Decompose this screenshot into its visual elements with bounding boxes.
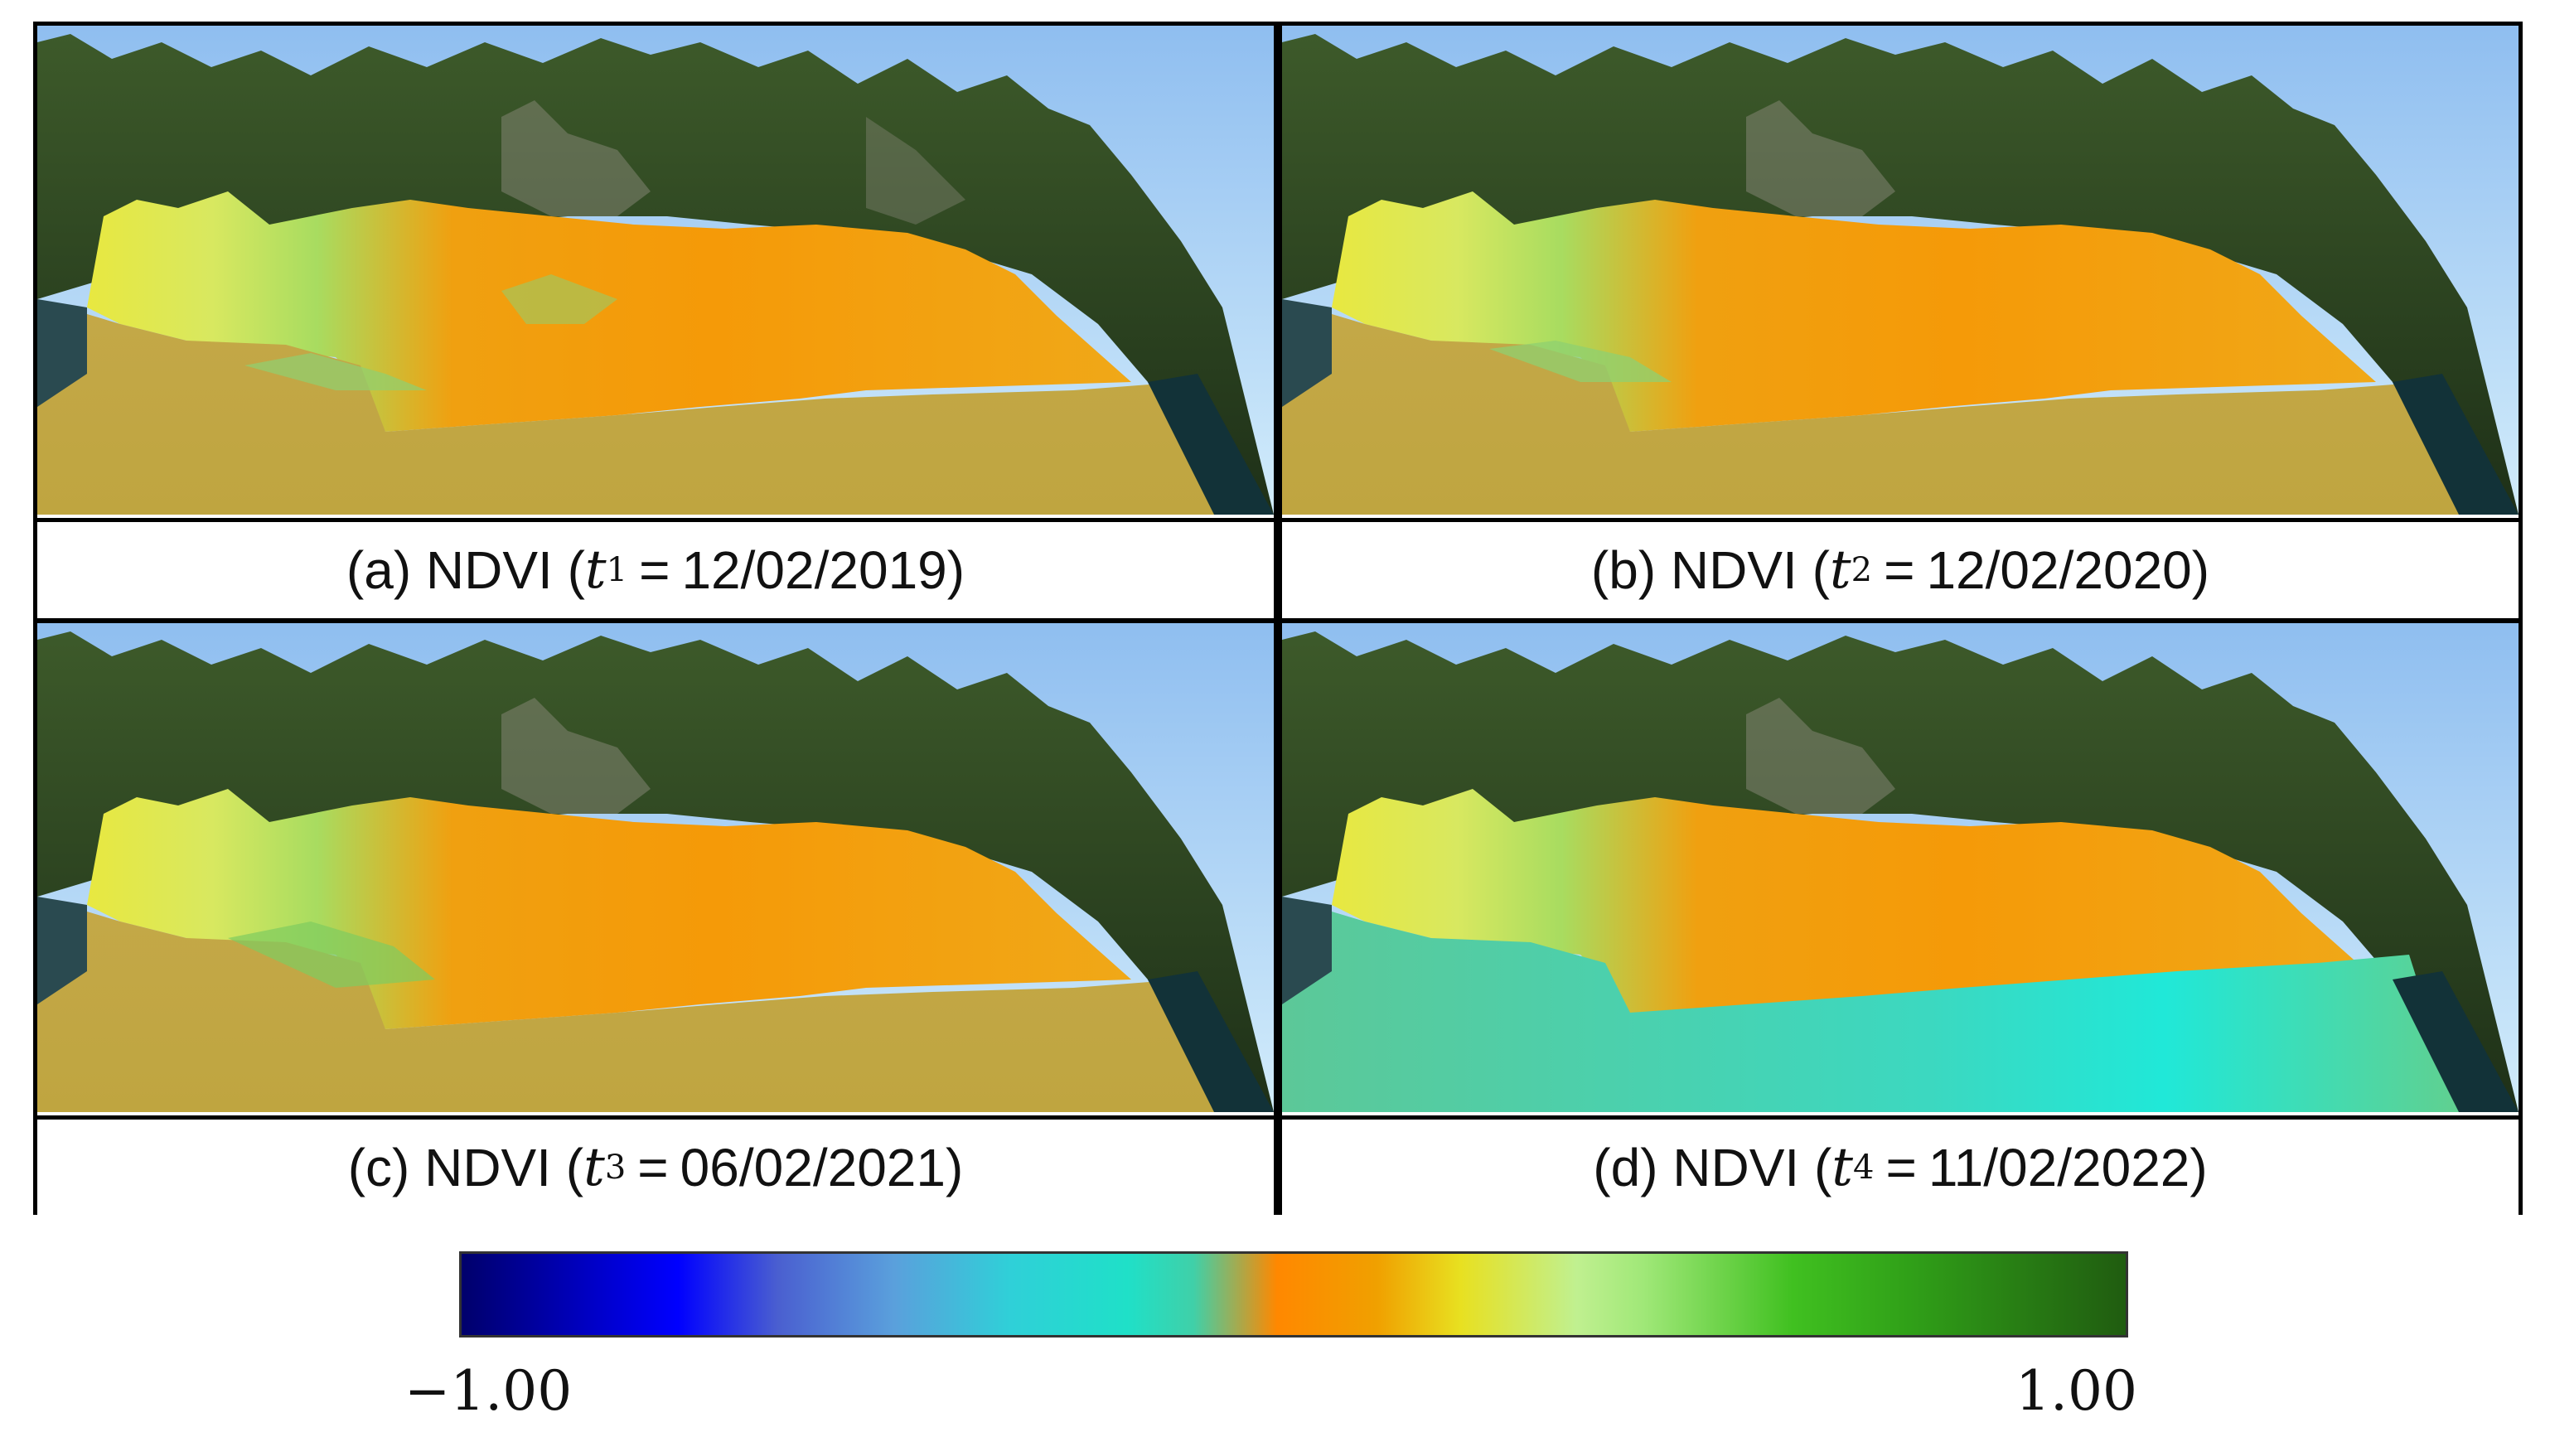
time-subscript: 1: [606, 551, 628, 589]
colorbar-min-label: −1.00: [404, 1359, 573, 1423]
ndvi-terrain-image-b: [1282, 26, 2519, 515]
caption-date: 06/02/2021: [680, 1138, 946, 1197]
time-subscript: 3: [604, 1149, 627, 1187]
caption-prefix: (a) NDVI (: [346, 540, 585, 600]
equals-sign: =: [1884, 540, 1915, 600]
caption-suffix: ): [2190, 1138, 2208, 1197]
equals-sign: =: [1885, 1138, 1917, 1197]
colorbar-max-label: 1.00: [2015, 1359, 2137, 1423]
time-variable: t: [1829, 539, 1851, 601]
caption-suffix: ): [2191, 540, 2210, 600]
time-subscript: 4: [1853, 1149, 1875, 1187]
ndvi-terrain-image-c: [37, 623, 1274, 1112]
ndvi-terrain-image-d: [1282, 623, 2519, 1112]
caption-date: 12/02/2020: [1926, 540, 2192, 600]
caption-suffix: ): [945, 1138, 964, 1197]
time-variable: t: [584, 539, 607, 601]
equals-sign: =: [637, 1138, 669, 1197]
caption-prefix: (d) NDVI (: [1593, 1138, 1832, 1197]
caption-date: 12/02/2019: [681, 540, 947, 600]
caption-date: 11/02/2022: [1928, 1138, 2190, 1197]
equals-sign: =: [639, 540, 670, 600]
caption-prefix: (c) NDVI (: [347, 1138, 584, 1197]
ndvi-colorbar: [459, 1251, 2128, 1337]
ndvi-terrain-image-a: [37, 26, 1274, 515]
caption-prefix: (b) NDVI (: [1590, 540, 1830, 600]
caption-suffix: ): [946, 540, 965, 600]
time-variable: t: [583, 1137, 605, 1198]
time-subscript: 2: [1851, 551, 1873, 589]
time-variable: t: [1831, 1137, 1853, 1198]
